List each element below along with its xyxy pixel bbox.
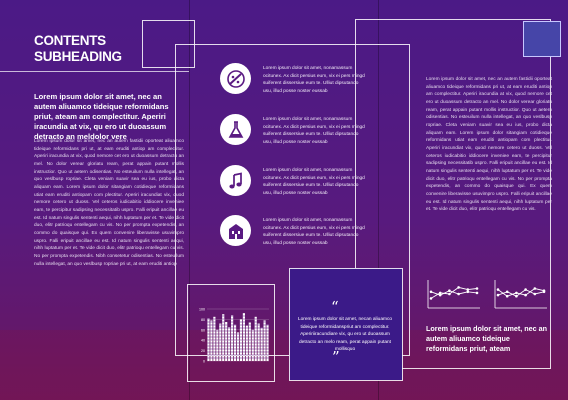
quote-text: Lorem ipsum dolor sit amet, necan aliuam… <box>297 317 393 353</box>
bar <box>207 318 210 361</box>
icon-text-3: Lorem ipsum dolor sit amet, nonamassum o… <box>263 168 365 196</box>
y-tick-label: 80 <box>201 318 205 322</box>
data-point <box>533 292 537 296</box>
data-point <box>542 290 546 294</box>
bar <box>219 323 222 361</box>
y-tick-label: 40 <box>201 339 205 343</box>
icon-text-1: Lorem ipsum dolor sit amet, nonamassum o… <box>263 66 365 94</box>
bar <box>236 332 240 361</box>
icon-text-2: Lorem ipsum dolor sit amet, nonamassum o… <box>263 117 365 145</box>
accent-square <box>523 21 561 57</box>
data-point <box>505 294 509 298</box>
title-rule <box>0 71 189 72</box>
left-body-text: Lorem ipsum dolor sit amet, nec an autem… <box>34 139 184 267</box>
mini-line-chart-1 <box>427 280 480 309</box>
bar <box>228 327 231 361</box>
y-tick-label: 0 <box>203 360 205 364</box>
quote-open-mark: “ <box>331 298 339 316</box>
mini-line-chart-2 <box>494 280 547 309</box>
fold-line-left <box>189 0 190 400</box>
music-note-icon <box>220 165 251 196</box>
data-point <box>524 288 527 291</box>
data-point <box>429 290 433 294</box>
bar <box>245 325 248 361</box>
page-title: CONTENTS SUBHEADING <box>34 33 122 64</box>
bar <box>251 329 254 361</box>
bar <box>210 320 213 361</box>
frame-right-tall <box>355 19 551 369</box>
data-point <box>533 287 537 290</box>
fold-line-right <box>378 0 379 400</box>
bottom-band <box>0 330 568 400</box>
bar <box>231 315 234 361</box>
frame-bottom-left <box>187 284 275 382</box>
building-icon <box>220 215 251 246</box>
bar <box>222 314 225 361</box>
quote-close-mark: ” <box>332 348 340 366</box>
series-line <box>497 289 545 297</box>
data-point <box>515 294 518 298</box>
bar <box>257 323 260 361</box>
data-point <box>515 291 518 295</box>
bar <box>216 329 219 361</box>
data-point <box>466 290 470 294</box>
data-point <box>496 288 500 291</box>
data-point <box>475 287 479 290</box>
bar <box>213 316 216 361</box>
y-tick-label: 60 <box>201 328 205 332</box>
data-point <box>505 290 509 294</box>
data-point <box>524 293 527 297</box>
quote-panel <box>289 268 402 380</box>
icon-text-4: Lorem ipsum dolor sit amet, nonamassum o… <box>263 218 365 246</box>
right-body-text: Lorem ipsum dolor sit amet, nec an autem… <box>426 77 552 213</box>
palette-brush-icon <box>220 63 251 94</box>
data-point <box>438 293 442 297</box>
bar <box>225 322 228 361</box>
bar <box>248 322 251 361</box>
right-lead-paragraph: Lorem ipsum dolor sit amet, nec an autem… <box>426 324 548 353</box>
data-point <box>496 293 500 297</box>
bar <box>254 316 257 361</box>
data-point <box>448 289 451 292</box>
bar <box>260 327 263 361</box>
data-point <box>429 297 433 300</box>
data-point <box>475 291 479 295</box>
data-point <box>466 288 470 291</box>
y-tick-label: 20 <box>201 349 205 353</box>
lab-flask-icon <box>220 114 251 145</box>
series-line <box>497 288 545 297</box>
data-point <box>457 286 460 289</box>
series-line <box>430 286 478 299</box>
series-line <box>430 290 478 296</box>
bar <box>263 320 266 361</box>
data-point <box>457 292 460 296</box>
data-point <box>448 292 451 296</box>
left-lead-paragraph: Lorem ipsum dolor sit amet, nec an autem… <box>34 92 169 141</box>
data-point <box>438 291 442 295</box>
frame-quote <box>289 268 403 381</box>
bar-chart: 0 20 40 60 80 100 <box>199 308 269 364</box>
y-tick-label: 100 <box>199 308 205 312</box>
